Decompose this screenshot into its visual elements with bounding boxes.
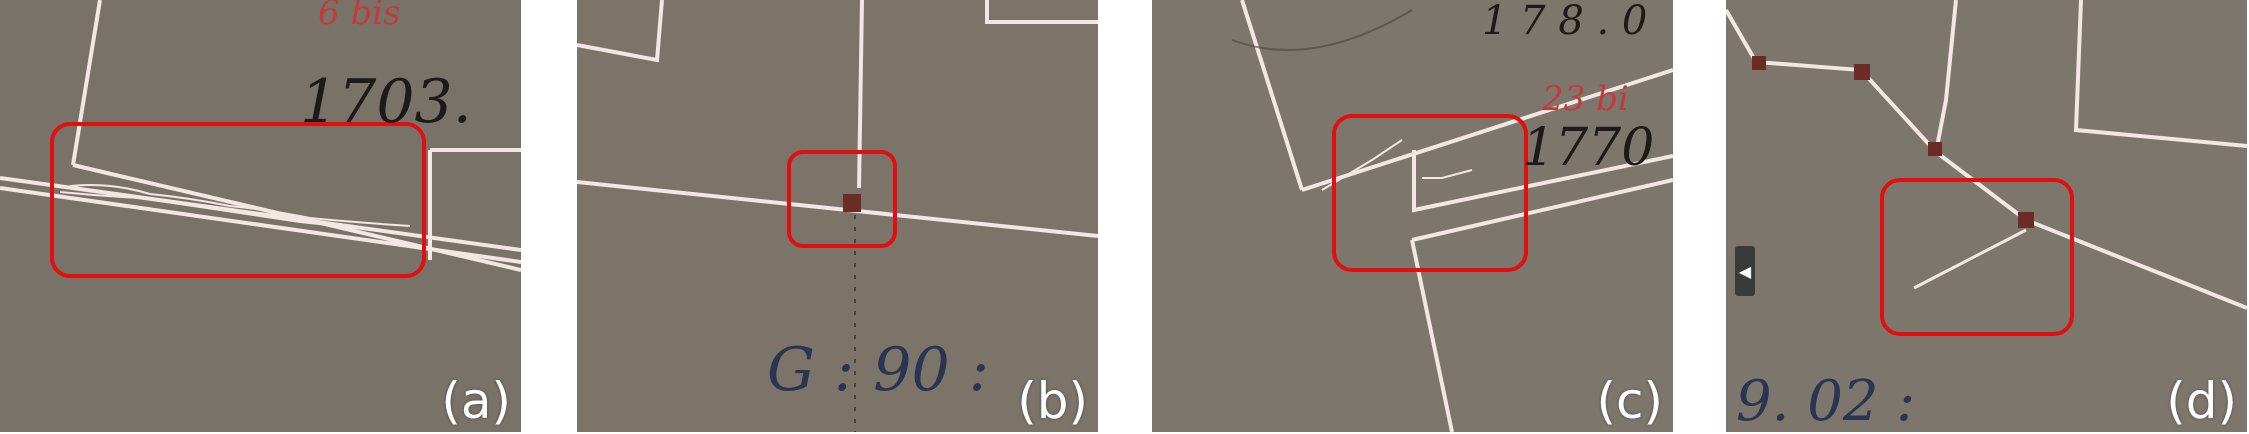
panel-c: 1 7 8 . 0 23 bi 1770 (c) bbox=[1152, 0, 1673, 432]
panel-d: 9. 02 : ◀ (d) bbox=[1726, 0, 2247, 432]
red-ink-text: 6 bis bbox=[318, 0, 401, 33]
black-ink-text: 1770 bbox=[1522, 118, 1654, 178]
map-scan-b: G : 90 : bbox=[577, 0, 1098, 432]
blue-ink-text: 9. 02 : bbox=[1736, 369, 1915, 432]
panel-label: (b) bbox=[1017, 372, 1088, 430]
panel-label: (c) bbox=[1596, 372, 1663, 430]
highlight-box bbox=[787, 150, 897, 248]
map-scan-c: 1 7 8 . 0 23 bi 1770 bbox=[1152, 0, 1673, 432]
highlight-box bbox=[50, 122, 426, 278]
panel-label: (a) bbox=[441, 372, 511, 430]
highlight-box bbox=[1332, 114, 1528, 272]
black-ink-text: 1703. bbox=[300, 67, 472, 137]
blue-ink-text: G : 90 : bbox=[767, 335, 989, 405]
black-ink-text-top: 1 7 8 . 0 bbox=[1482, 0, 1647, 44]
panel-a: 6 bis 1703. (a) bbox=[0, 0, 521, 432]
left-triangle-icon[interactable]: ◀ bbox=[1735, 246, 1755, 296]
panel-label: (d) bbox=[2166, 372, 2237, 430]
map-scan-a: 6 bis 1703. bbox=[0, 0, 521, 432]
panel-b: G : 90 : (b) bbox=[577, 0, 1098, 432]
red-ink-text: 23 bi bbox=[1541, 79, 1629, 119]
map-scan-d: 9. 02 : bbox=[1726, 0, 2247, 432]
highlight-box bbox=[1880, 178, 2074, 336]
